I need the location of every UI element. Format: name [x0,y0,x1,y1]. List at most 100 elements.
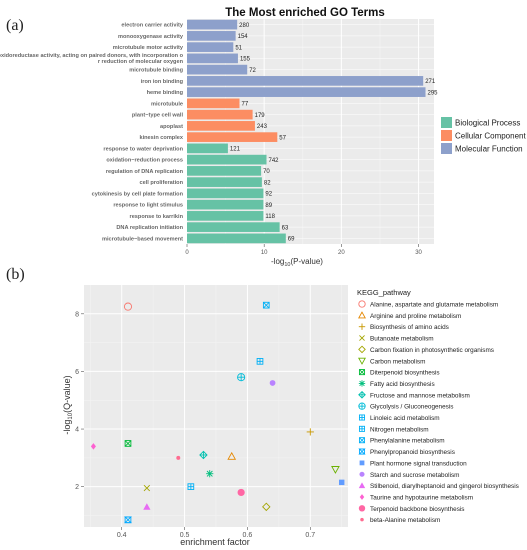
chart-b-legend-marker [358,402,366,410]
chart-b-x-tick-label: 0.5 [180,532,190,539]
chart-a-category-label: electron carrier activity [121,23,183,29]
chart-b-x-tick-label: 0.7 [305,532,315,539]
chart-a-category-label: response to water deprivation [103,146,183,152]
chart-a-bar [187,199,264,210]
chart-b-point [339,479,345,486]
chart-b-point [306,428,314,436]
chart-a-category-label: plant−type cell wall [132,113,184,119]
chart-a-bar [187,143,228,154]
chart-a-category-label: microtubule binding [129,68,183,74]
chart-b-legend-marker [358,505,366,512]
chart-b-point [227,451,237,460]
chart-b-point [143,503,151,510]
chart-b-legend-label: Taurine and hypotaurine metabolism [370,494,473,501]
chart-a-bar [187,233,286,244]
chart-b-point [187,483,195,490]
chart-a-bar-count-label: 72 [249,68,256,74]
chart-b-legend-marker [358,425,366,432]
chart-a-bar [187,19,238,30]
chart-b-ylabel-sub: 10 [68,412,74,419]
chart-a-bar [187,154,267,165]
chart-a-category-label: kinesin complex [139,135,183,141]
chart-a-bar [187,188,264,199]
chart-a-xlabel-sub: 10 [284,262,290,268]
chart-a-category-label: monooxygenase activity [118,34,184,40]
chart-b-point [199,450,208,460]
chart-a-legend-swatch [441,117,452,128]
chart-b-legend-marker [358,380,366,387]
chart-b-legend-label: Phenylalanine metabolism [370,438,445,445]
chart-b-point [262,502,271,512]
chart-b-legend-marker [359,471,365,477]
chart-a-bar-count-label: 179 [255,113,266,119]
chart-a-bar-count-label: 271 [425,79,436,85]
chart-b-legend-marker [358,357,366,365]
chart-b-legend-label: Alanine, aspartate and glutamate metabol… [370,302,498,309]
chart-b-point [237,488,245,497]
chart-a-title: The Most enriched GO Terms [225,7,385,19]
chart-a-category-label: response to karrikin [130,214,184,220]
chart-b-legend-label: Plant hormone signal transduction [370,460,467,467]
chart-a-tick-label: 20 [338,250,345,256]
chart-b-legend-label: Nitrogen metabolism [370,426,429,433]
chart-a-tick-label: 30 [415,250,422,256]
chart-a-bar [187,31,236,41]
chart-a-category-label: oxidation−reduction process [106,158,183,164]
chart-a-legend: Biological Process Cellular Component Mole… [441,117,526,154]
chart-a-category-label: apoplast [160,124,183,130]
chart-a-bar [187,222,280,232]
chart-a-bar-count-label: 742 [269,158,280,164]
chart-b-point [331,466,340,474]
chart-a-bar [187,132,278,142]
chart-a-xlabel-tail: (P-value) [291,257,324,266]
chart-b-legend-marker [358,482,366,489]
chart-a-category-label: iron ion binding [141,79,184,85]
chart-b-point [237,373,246,382]
chart-b-legend-label: beta-Alanine metabolism [370,517,440,524]
chart-a-bar-count-label: 154 [238,34,249,40]
chart-b-y-tick-label: 6 [75,369,79,376]
chart-a-legend-label: Cellular Component [455,132,526,141]
chart-b-legend: Alanine, aspartate and glutamate metabol… [358,300,519,524]
chart-b-y-tick-label: 2 [75,484,79,491]
chart-b-legend-label: Fatty acid biosynthesis [370,381,435,388]
chart-b-x-tick-label: 0.4 [117,532,127,539]
chart-b-y-tick-label: 8 [75,311,79,318]
panel-a-label: (a) [6,17,24,34]
chart-a-legend-swatch [441,143,452,154]
panel-b-label: (b) [6,266,25,283]
chart-a-bar [187,121,255,131]
chart-a-bar-count-label: 121 [230,147,241,153]
chart-a-bar [187,76,424,86]
chart-b-legend-label: Carbon metabolism [370,358,425,365]
chart-b-legend-label: Biosynthesis of amino acids [370,324,449,331]
chart-b-legend-marker [358,369,366,376]
chart-a-bar-count-label: 295 [428,90,439,96]
chart-b-legend-marker [358,414,366,421]
chart-a-legend-swatch [441,130,452,141]
chart-b-legend-label: Stilbenoid, diarylheptanoid and gingerol… [370,483,519,490]
chart-b-ylabel-tail: (Q-value) [62,375,72,413]
chart-b-y-tick-label: 4 [75,427,79,434]
chart-b-point [206,470,214,478]
chart-a-tick-label: 0 [185,250,189,256]
chart-a-bar [187,64,248,75]
chart-a-panel-background [187,19,434,244]
chart-b-point [124,440,132,447]
chart-b-legend-marker [358,311,366,319]
chart-b-legend-marker [359,460,365,466]
chart-b-legend-marker [359,335,365,341]
chart-a-bar-count-label: 118 [265,214,275,220]
chart-b-legend-marker [358,437,366,444]
chart-a-bar [187,98,240,109]
chart-a-bar [187,87,426,97]
chart-a-category-label: microtubule−based movement [102,236,183,242]
chart-b-legend-marker [358,300,366,308]
chart-b-legend-label: Butanoate metabolism [370,336,434,343]
chart-b-legend-label: Starch and sucrose metabolism [370,472,460,479]
chart-a-bar-count-label: 70 [263,169,270,175]
chart-a-category-label: response to light stimulus [113,203,183,209]
chart-b-plot-area: 0.4 0.5 0.6 0.7 2 4 6 8 [75,285,348,539]
chart-a-bar [187,211,264,221]
